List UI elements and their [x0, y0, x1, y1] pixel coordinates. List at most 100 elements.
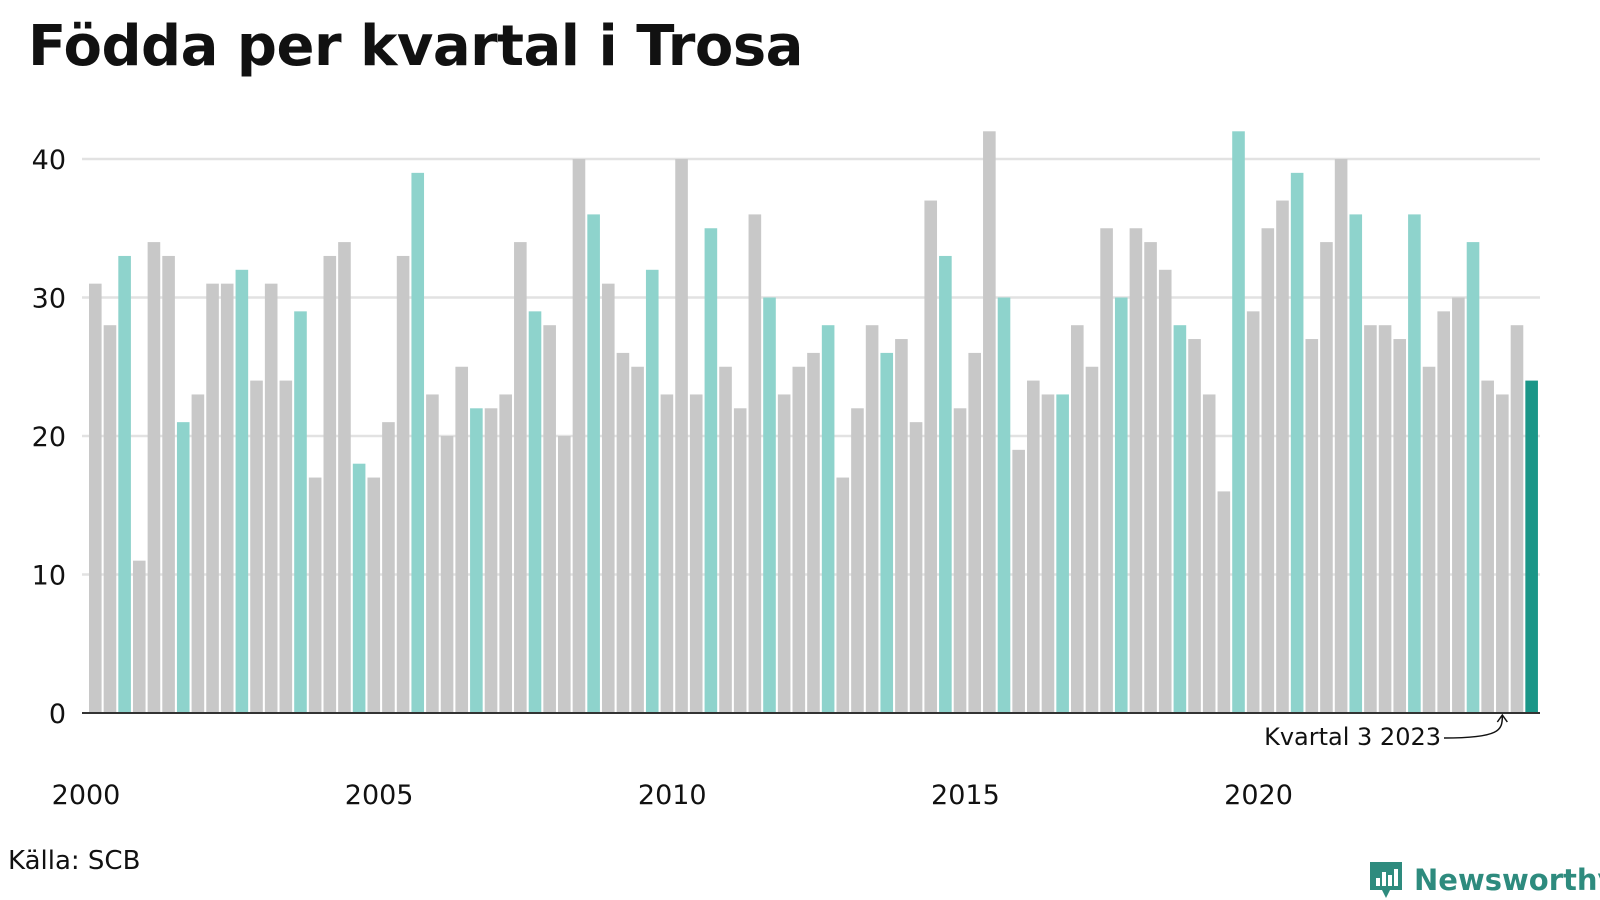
bar [1290, 172, 1304, 714]
bar [748, 214, 762, 713]
bar [924, 200, 938, 714]
bar [367, 477, 381, 713]
bar [470, 408, 483, 713]
bar [1510, 325, 1524, 713]
bar [455, 366, 469, 713]
annotation-label: Kvartal 3 2023 [1264, 723, 1441, 751]
bar [1100, 228, 1113, 713]
bar [1246, 311, 1260, 713]
bar [250, 380, 263, 713]
bar [968, 352, 981, 713]
bar [1070, 325, 1084, 713]
bar [733, 408, 747, 713]
bar [191, 394, 205, 713]
bar [953, 408, 967, 713]
bar [338, 242, 351, 713]
bar [118, 255, 131, 713]
bar [895, 339, 908, 713]
bar [499, 394, 512, 713]
bar [704, 228, 718, 713]
bar [1202, 394, 1216, 713]
bar [1481, 380, 1494, 713]
bar [1158, 269, 1172, 713]
bar [220, 283, 234, 713]
y-tick-label: 30 [32, 284, 66, 315]
bar [821, 325, 835, 713]
bar [484, 408, 498, 713]
bar [1217, 491, 1231, 713]
bar [601, 283, 615, 713]
annotation-arrow [1443, 713, 1508, 739]
bar [308, 477, 322, 713]
bar [616, 352, 630, 713]
bar [983, 131, 996, 714]
bar [1349, 214, 1363, 713]
bar [1056, 394, 1069, 713]
bar [572, 159, 586, 713]
bar [1129, 228, 1143, 713]
bar [1334, 159, 1348, 713]
bar [1466, 242, 1480, 713]
bar [1305, 339, 1319, 713]
brand-logo[interactable]: Newsworthy [1368, 860, 1600, 900]
bar [939, 255, 952, 713]
y-tick-label: 10 [32, 561, 66, 592]
bar [264, 283, 278, 713]
bar [294, 311, 307, 713]
source-note: Källa: SCB [8, 846, 141, 876]
bar [792, 366, 806, 713]
bar [689, 394, 703, 713]
bar [865, 325, 879, 713]
y-axis: 0 10 20 30 40 [32, 145, 66, 730]
bar [1276, 200, 1289, 714]
bar [1496, 394, 1509, 713]
bar [777, 394, 791, 713]
y-tick-label: 40 [32, 145, 66, 176]
bar [1232, 131, 1245, 714]
bar [675, 159, 688, 713]
x-tick-label: 2015 [931, 780, 1000, 811]
bar [1452, 297, 1465, 713]
bar [1437, 311, 1450, 713]
bar [352, 463, 366, 713]
bars [89, 131, 1538, 714]
bar [645, 269, 659, 713]
bar [323, 255, 337, 713]
latest-annotation: Kvartal 3 2023 [1264, 713, 1508, 751]
x-tick-label: 2005 [345, 780, 414, 811]
x-tick-label: 2010 [638, 780, 707, 811]
x-axis: 2000 2005 2010 2015 2020 [52, 780, 1293, 811]
bar [1393, 339, 1407, 713]
bar [162, 255, 175, 713]
x-tick-label: 2020 [1224, 780, 1293, 811]
bar [851, 408, 864, 713]
bar [1422, 366, 1436, 713]
bar [1378, 325, 1392, 713]
bar [206, 283, 219, 713]
bar [558, 436, 571, 713]
bar [1364, 325, 1377, 713]
bar [440, 436, 454, 713]
bar [1085, 366, 1099, 713]
bar [1114, 297, 1128, 713]
bar [719, 366, 732, 713]
x-tick-label: 2000 [52, 780, 121, 811]
y-tick-label: 0 [49, 699, 66, 730]
bar [426, 394, 439, 713]
bar [763, 297, 776, 713]
bar [543, 325, 556, 713]
bar [1041, 394, 1055, 713]
bar [279, 380, 293, 713]
bar [514, 242, 527, 713]
bar [836, 477, 850, 713]
bar [631, 366, 644, 713]
bar [89, 283, 102, 713]
newsworthy-logo-icon [1370, 862, 1402, 898]
bar [1320, 242, 1333, 713]
bar [103, 325, 117, 713]
bar [176, 422, 190, 713]
bar [587, 214, 600, 713]
bar [1408, 214, 1421, 713]
bar [1027, 380, 1040, 713]
